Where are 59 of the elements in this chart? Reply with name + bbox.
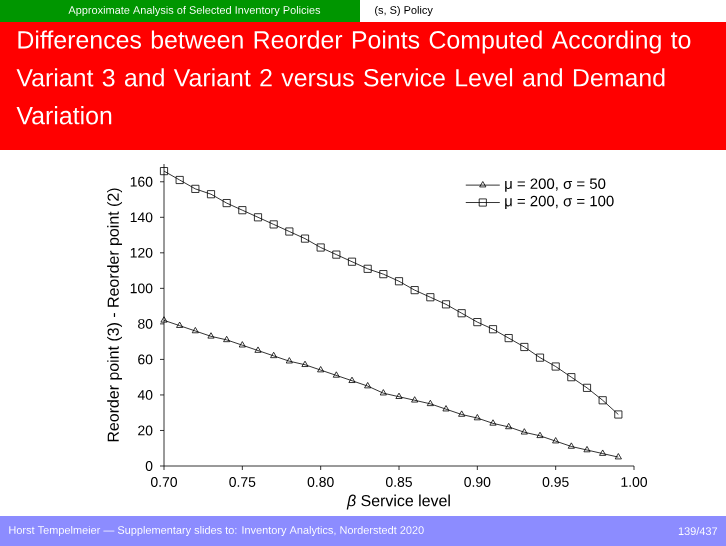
- point: [379, 389, 387, 396]
- point: [285, 357, 293, 364]
- point: [175, 175, 184, 184]
- point: [332, 250, 341, 259]
- point: [552, 437, 560, 444]
- point: [489, 325, 497, 334]
- point: [426, 293, 435, 302]
- point: [614, 410, 623, 419]
- point: [316, 243, 325, 252]
- point: [191, 184, 200, 193]
- point: [395, 277, 403, 286]
- point: [207, 190, 215, 199]
- point: [583, 383, 591, 392]
- point: [551, 362, 560, 371]
- point: [223, 335, 231, 343]
- point: [348, 257, 356, 266]
- point: [348, 376, 356, 383]
- point: [301, 360, 309, 367]
- point: [191, 326, 199, 334]
- point: [536, 431, 544, 438]
- point: [379, 270, 388, 279]
- point: [410, 286, 419, 295]
- point: [442, 405, 450, 412]
- point: [473, 318, 482, 327]
- point: [520, 428, 528, 435]
- point: [301, 234, 309, 243]
- point: [536, 353, 544, 362]
- point: [599, 449, 607, 456]
- point: [285, 227, 294, 236]
- point: [238, 206, 247, 215]
- point: [222, 199, 231, 208]
- point: [567, 442, 575, 449]
- point: [598, 396, 607, 405]
- point: [269, 220, 278, 229]
- point: [411, 396, 419, 403]
- chart-title: Differences between Reorder Points Computed According to Variant 3 and Variant 2 versus Service Level and Demand Variation: [16, 30, 691, 125]
- point: [207, 332, 215, 339]
- point: [364, 382, 372, 389]
- point: [520, 342, 529, 351]
- point: [583, 446, 591, 453]
- point: [442, 300, 450, 309]
- point: [504, 334, 513, 343]
- point: [270, 351, 278, 359]
- point: [426, 399, 434, 407]
- point: [160, 167, 168, 176]
- point: [317, 366, 325, 373]
- point: [489, 419, 497, 426]
- point: [395, 392, 403, 399]
- point: [567, 373, 576, 382]
- point: [254, 346, 262, 353]
- point: [458, 410, 466, 417]
- point: [332, 371, 340, 378]
- point: [254, 213, 262, 222]
- point: [363, 264, 372, 273]
- point: [238, 341, 246, 348]
- point: [176, 321, 184, 328]
- point: [473, 414, 481, 421]
- point: [457, 309, 466, 318]
- point: [505, 422, 513, 430]
